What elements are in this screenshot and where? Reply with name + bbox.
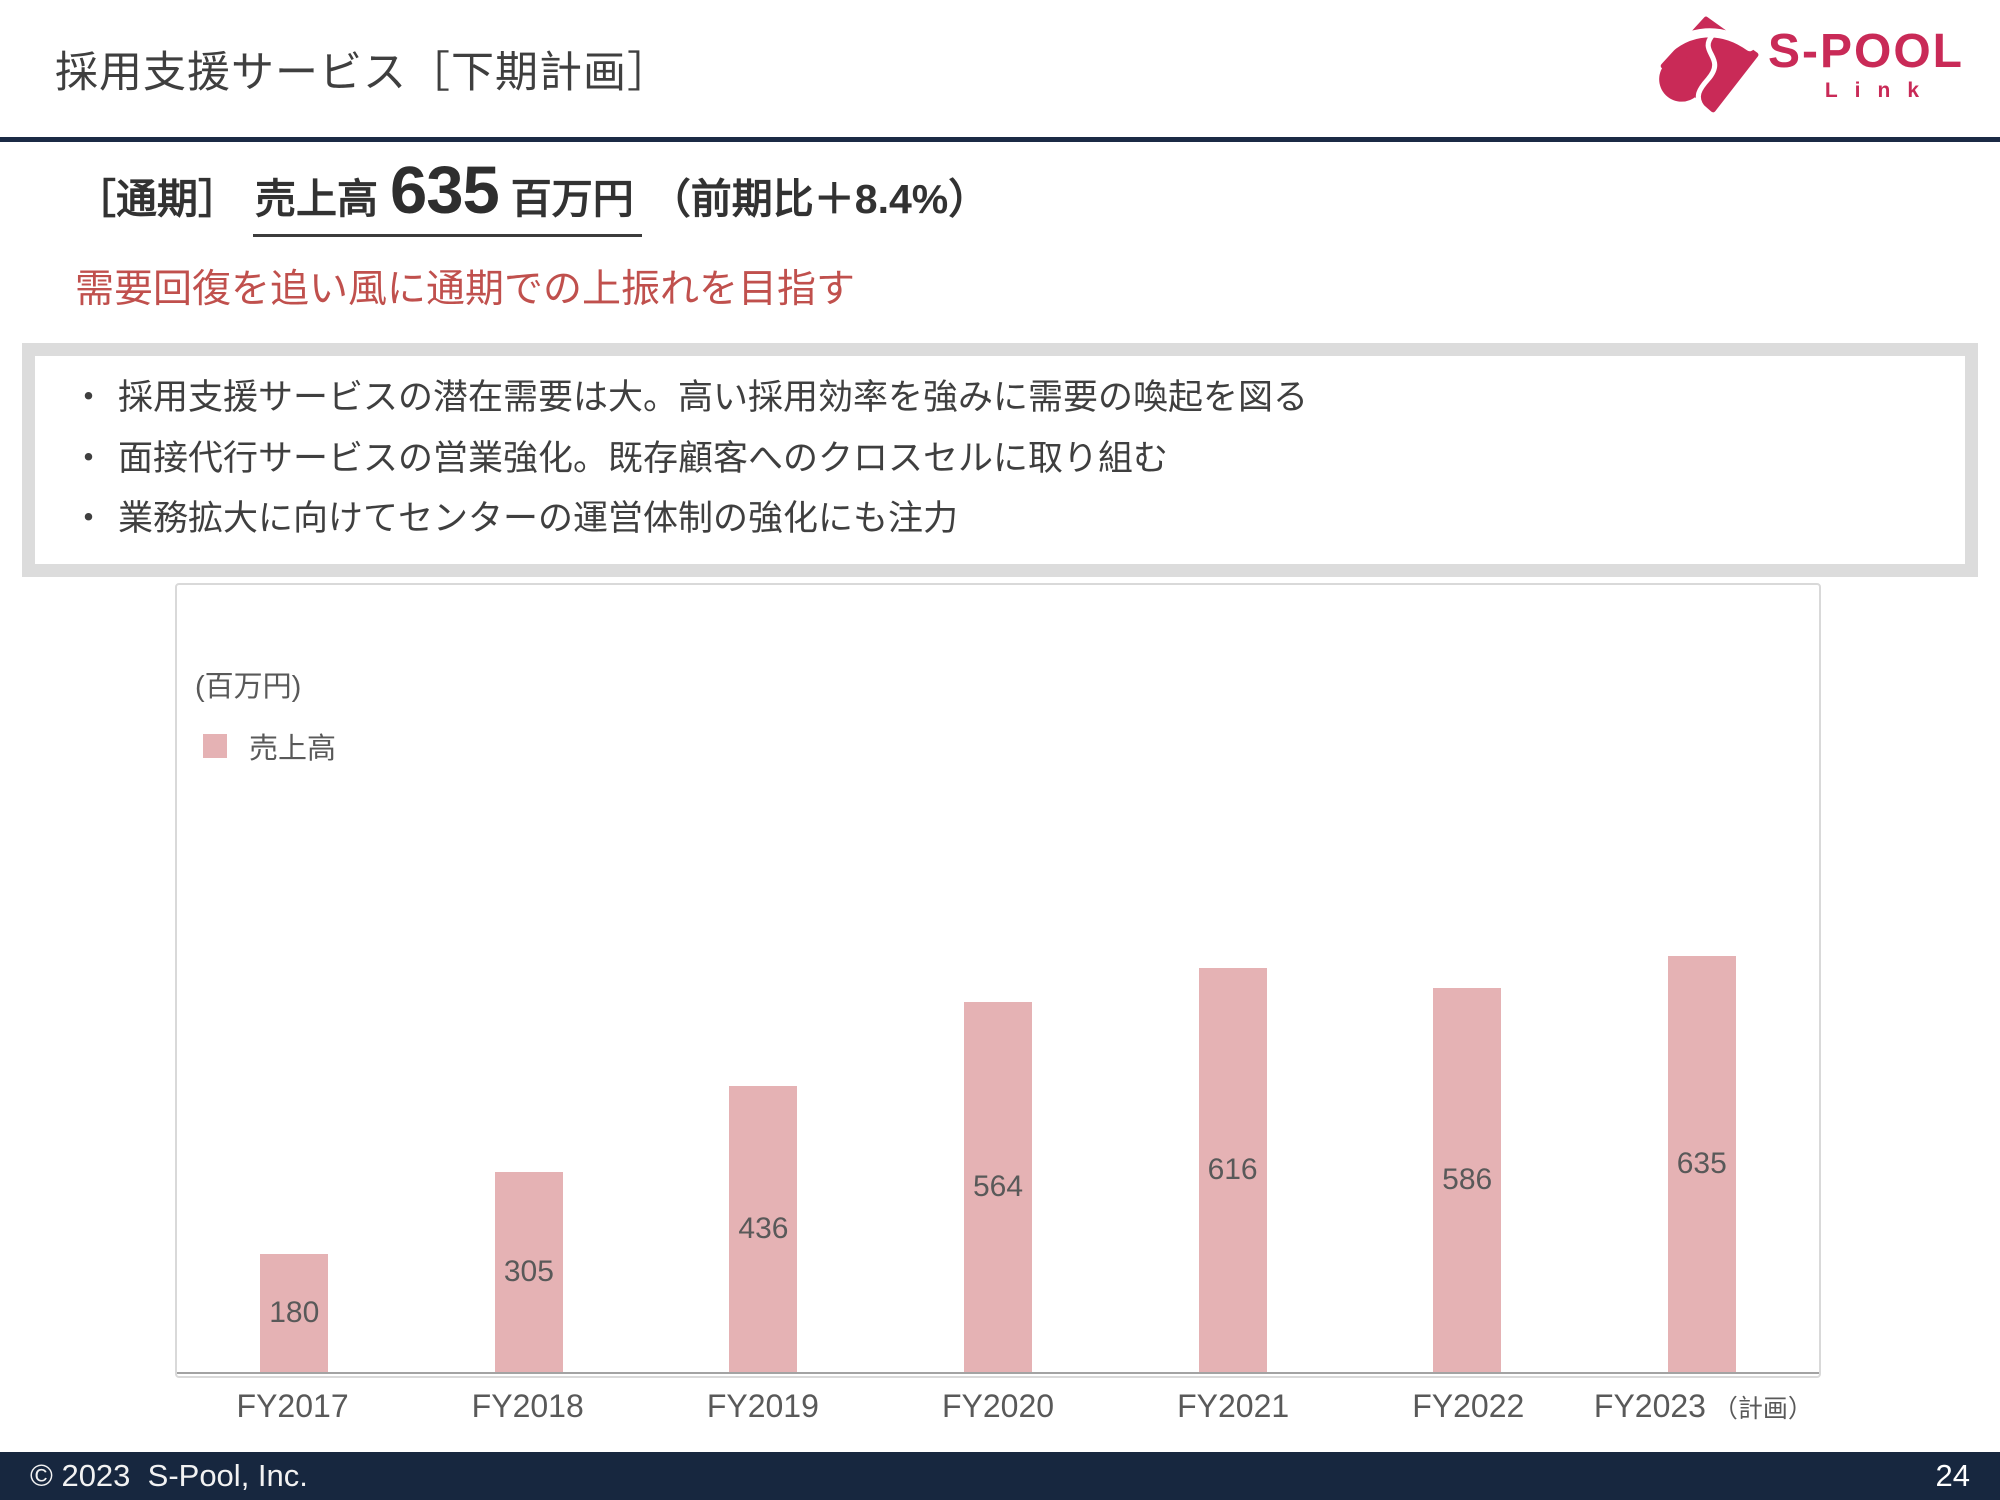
- bullet-text: 業務拡大に向けてセンターの運営体制の強化にも注力: [118, 499, 959, 539]
- bar-slot: 436: [646, 585, 881, 1372]
- bar-slot: 635: [1584, 585, 1819, 1372]
- bar-slot: 564: [881, 585, 1116, 1372]
- headline-value: 635: [390, 153, 500, 228]
- bar-slot: 180: [177, 585, 412, 1372]
- bar-FY2021: 616: [1198, 968, 1267, 1372]
- key-point-item: ・業務拡大に向けてセンターの運営体制の強化にも注力: [65, 489, 1935, 550]
- bar-FY2020: 564: [964, 1002, 1033, 1372]
- brand-logo: S-POOL Link: [1650, 16, 1964, 114]
- x-axis-label-FY2020: FY2020: [941, 1388, 1055, 1424]
- spool-logo-icon: [1659, 16, 1759, 113]
- headline-scope: ［通期］: [75, 176, 239, 222]
- bullet-dot: ・: [71, 378, 107, 417]
- legend-label: 売上高: [249, 733, 337, 765]
- x-axis-label-FY2021: FY2021: [1177, 1388, 1290, 1424]
- subtitle-text: 需要回復を追い風に通期での上振れを目指す: [75, 268, 856, 311]
- bar-value-label: 586: [1442, 1162, 1493, 1196]
- bar-FY2019: 436: [729, 1086, 798, 1372]
- key-points-list: ・採用支援サービスの潜在需要は大。高い採用効率を強みに需要の喚起を図る・面接代行…: [65, 368, 1935, 550]
- bar-value-label: 564: [972, 1170, 1024, 1204]
- key-points-box: ・採用支援サービスの潜在需要は大。高い採用効率を強みに需要の喚起を図る・面接代行…: [22, 343, 1978, 577]
- bar-slot: 305: [412, 585, 647, 1372]
- x-axis-label-FY2023: FY2023 （計画）: [1593, 1388, 1813, 1424]
- headline: ［通期］ 売上高 635 百万円 （前期比＋8.4%）: [75, 152, 989, 237]
- copyright-text: © 2023 S-Pool, Inc.: [30, 1458, 308, 1493]
- x-axis-label-suffix: （計画）: [1705, 1395, 1813, 1423]
- headline-unit: 百万円: [510, 176, 634, 222]
- plot-area: 180 305 436 564 616 586 635: [177, 585, 1819, 1374]
- bar-FY2017: 180: [260, 1253, 329, 1372]
- brand-name: S-POOL: [1767, 24, 1964, 78]
- x-axis-label-FY2018: FY2018: [471, 1388, 584, 1424]
- x-axis-label-FY2019: FY2019: [706, 1388, 819, 1424]
- page-title: 採用支援サービス［下期計画］: [55, 49, 671, 97]
- bullet-text: 面接代行サービスの営業強化。既存顧客へのクロスセルに取り組む: [118, 438, 1169, 478]
- footer: © 2023 S-Pool, Inc. 24: [0, 1452, 2000, 1500]
- bar-FY2023: 635: [1667, 955, 1736, 1372]
- bar-value-label: 616: [1207, 1153, 1258, 1187]
- bar-value-label: 180: [269, 1295, 320, 1329]
- bar-value-label: 635: [1676, 1146, 1727, 1180]
- bullet-dot: ・: [71, 438, 107, 478]
- bar-value-label: 436: [738, 1212, 789, 1246]
- page-number: 24: [1935, 1458, 1970, 1493]
- bar-value-label: 305: [503, 1254, 554, 1288]
- revenue-chart: (百万円) 売上高 180 305 436 564 616 586 635: [175, 583, 1821, 1378]
- bar-FY2022: 586: [1433, 987, 1502, 1372]
- bar-slot: 616: [1115, 585, 1350, 1372]
- x-axis-label-FY2022: FY2022: [1412, 1388, 1525, 1424]
- chart-unit-label: (百万円): [195, 671, 302, 703]
- legend-swatch: [203, 734, 227, 758]
- bar-slot: 586: [1350, 585, 1585, 1372]
- bullet-text: 採用支援サービスの潜在需要は大。高い採用効率を強みに需要の喚起を図る: [118, 378, 1309, 417]
- headline-comparison: （前期比＋8.4%）: [649, 176, 990, 222]
- chart-legend: 売上高: [203, 725, 336, 767]
- headline-underlined-group: 売上高 635 百万円: [253, 152, 642, 237]
- bullet-dot: ・: [71, 499, 107, 539]
- headline-metric: 売上高: [255, 176, 378, 222]
- brand-text: S-POOL Link: [1767, 24, 1964, 103]
- key-point-item: ・面接代行サービスの営業強化。既存顧客へのクロスセルに取り組む: [65, 429, 1935, 490]
- x-axis: FY2017 FY2018 FY2019 FY2020 FY2021 FY2022 FY20…: [175, 1388, 1821, 1425]
- header-divider: [0, 137, 2000, 142]
- bar-FY2018: 305: [494, 1171, 563, 1372]
- key-point-item: ・採用支援サービスの潜在需要は大。高い採用効率を強みに需要の喚起を図る: [65, 368, 1935, 429]
- brand-subname: Link: [1824, 79, 1936, 103]
- x-axis-label-FY2017: FY2017: [236, 1388, 349, 1424]
